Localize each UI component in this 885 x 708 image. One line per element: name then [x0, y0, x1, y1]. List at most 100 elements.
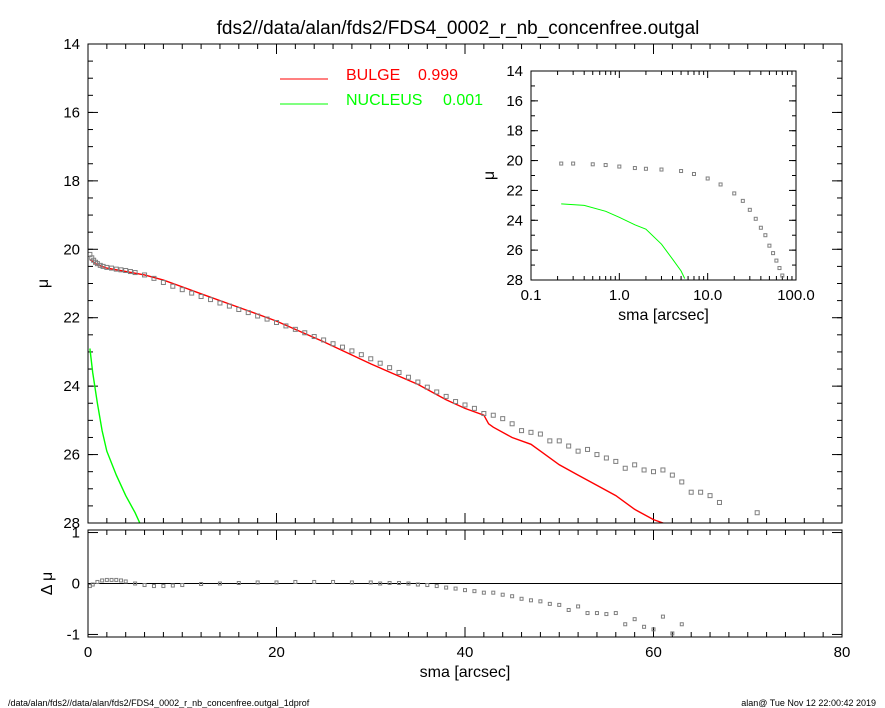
- data-point: [179, 287, 185, 293]
- data-point: [753, 216, 758, 221]
- main-panel: 14 16 18 20 22 24 26 28 μ: [35, 36, 843, 532]
- residual-point: [114, 577, 119, 582]
- data-point: [424, 384, 430, 390]
- y-axis-label: μ: [481, 171, 498, 180]
- residual-point: [557, 602, 562, 607]
- data-point: [528, 429, 534, 435]
- data-point: [660, 467, 666, 473]
- x-tick-label-0: 0: [84, 644, 92, 661]
- data-point: [142, 272, 148, 278]
- data-point: [132, 270, 138, 276]
- data-point: [707, 493, 713, 499]
- data-point: [198, 294, 204, 300]
- y-axis-label: μ: [35, 279, 52, 288]
- residual-point: [594, 611, 599, 616]
- x-tick-label-20: 20: [268, 644, 285, 661]
- data-point: [292, 326, 298, 332]
- y-tick-label-22: 22: [506, 182, 523, 199]
- y-tick-label-16: 16: [63, 104, 80, 121]
- data-point: [747, 207, 752, 212]
- data-point: [189, 290, 195, 296]
- x-axis-label: sma [arcsec]: [618, 307, 709, 324]
- residual-point: [651, 627, 656, 632]
- data-point: [590, 162, 595, 167]
- y-tick-label-14: 14: [63, 36, 80, 53]
- data-point: [780, 273, 785, 278]
- panel-background: [531, 71, 796, 280]
- y-tick-label-26: 26: [506, 242, 523, 259]
- x-tick-label-60: 60: [645, 644, 662, 661]
- residual-point: [538, 599, 543, 604]
- data-point: [170, 283, 176, 289]
- data-point: [462, 402, 468, 408]
- data-point: [617, 164, 622, 169]
- data-point: [632, 166, 637, 171]
- data-point: [471, 405, 477, 411]
- data-point: [104, 264, 110, 270]
- data-point: [659, 167, 664, 172]
- residual-point: [331, 579, 336, 584]
- residual-point: [415, 582, 420, 587]
- data-point: [443, 393, 449, 399]
- data-point: [302, 330, 308, 336]
- x-axis-label: sma [arcsec]: [420, 664, 511, 681]
- plot-area: [88, 577, 684, 636]
- x-tick-label-80: 80: [834, 644, 851, 661]
- residual-point: [142, 583, 147, 588]
- data-point: [740, 198, 745, 203]
- y-tick-label-20: 20: [506, 153, 523, 170]
- data-point: [603, 455, 609, 461]
- residual-point: [519, 596, 524, 601]
- data-point: [118, 267, 124, 273]
- data-point: [688, 489, 694, 495]
- residual-point: [613, 611, 618, 616]
- data-point: [585, 446, 591, 452]
- data-point: [691, 172, 696, 177]
- data-point: [716, 499, 722, 505]
- chart-title: fds2//data/alan/fds2/FDS4_0002_r_nb_conc…: [217, 18, 700, 39]
- data-point: [732, 191, 737, 196]
- residual-point: [510, 594, 515, 599]
- plot-frame: [87, 529, 843, 638]
- data-point: [603, 163, 608, 168]
- data-point: [537, 431, 543, 437]
- residual-point: [623, 622, 628, 627]
- data-point: [651, 469, 656, 475]
- footer-right: alan@ Tue Nov 12 22:00:42 2019: [741, 698, 876, 708]
- residual-point: [566, 607, 571, 612]
- data-point: [415, 379, 421, 385]
- residual-point: [670, 631, 675, 636]
- data-point: [643, 166, 648, 171]
- data-point: [754, 510, 760, 516]
- data-point: [387, 365, 393, 371]
- residual-point: [151, 584, 156, 589]
- data-point: [705, 176, 710, 181]
- plot-frame: [530, 70, 797, 281]
- residual-point: [95, 579, 100, 584]
- data-point: [109, 265, 115, 271]
- data-point: [556, 438, 562, 444]
- data-point: [774, 258, 779, 263]
- x-tick-label-40: 40: [457, 644, 474, 661]
- data-point: [758, 225, 763, 230]
- data-point: [396, 369, 402, 375]
- data-point: [377, 360, 383, 366]
- data-point: [613, 458, 619, 464]
- series-nucleus: [89, 348, 141, 523]
- legend-label-bulge: BULGE: [346, 67, 400, 84]
- data-point: [559, 161, 564, 166]
- y-tick-label-24: 24: [506, 212, 523, 229]
- residual-point: [104, 577, 109, 582]
- data-point: [160, 279, 166, 285]
- data-point: [127, 269, 133, 275]
- data-point: [358, 352, 364, 358]
- y-tick-label--1: -1: [67, 626, 80, 643]
- data-point: [264, 316, 270, 322]
- residual-point: [547, 601, 552, 606]
- plot-area: [88, 251, 760, 523]
- data-point: [349, 348, 355, 354]
- data-point: [97, 262, 103, 268]
- data-point: [679, 169, 684, 174]
